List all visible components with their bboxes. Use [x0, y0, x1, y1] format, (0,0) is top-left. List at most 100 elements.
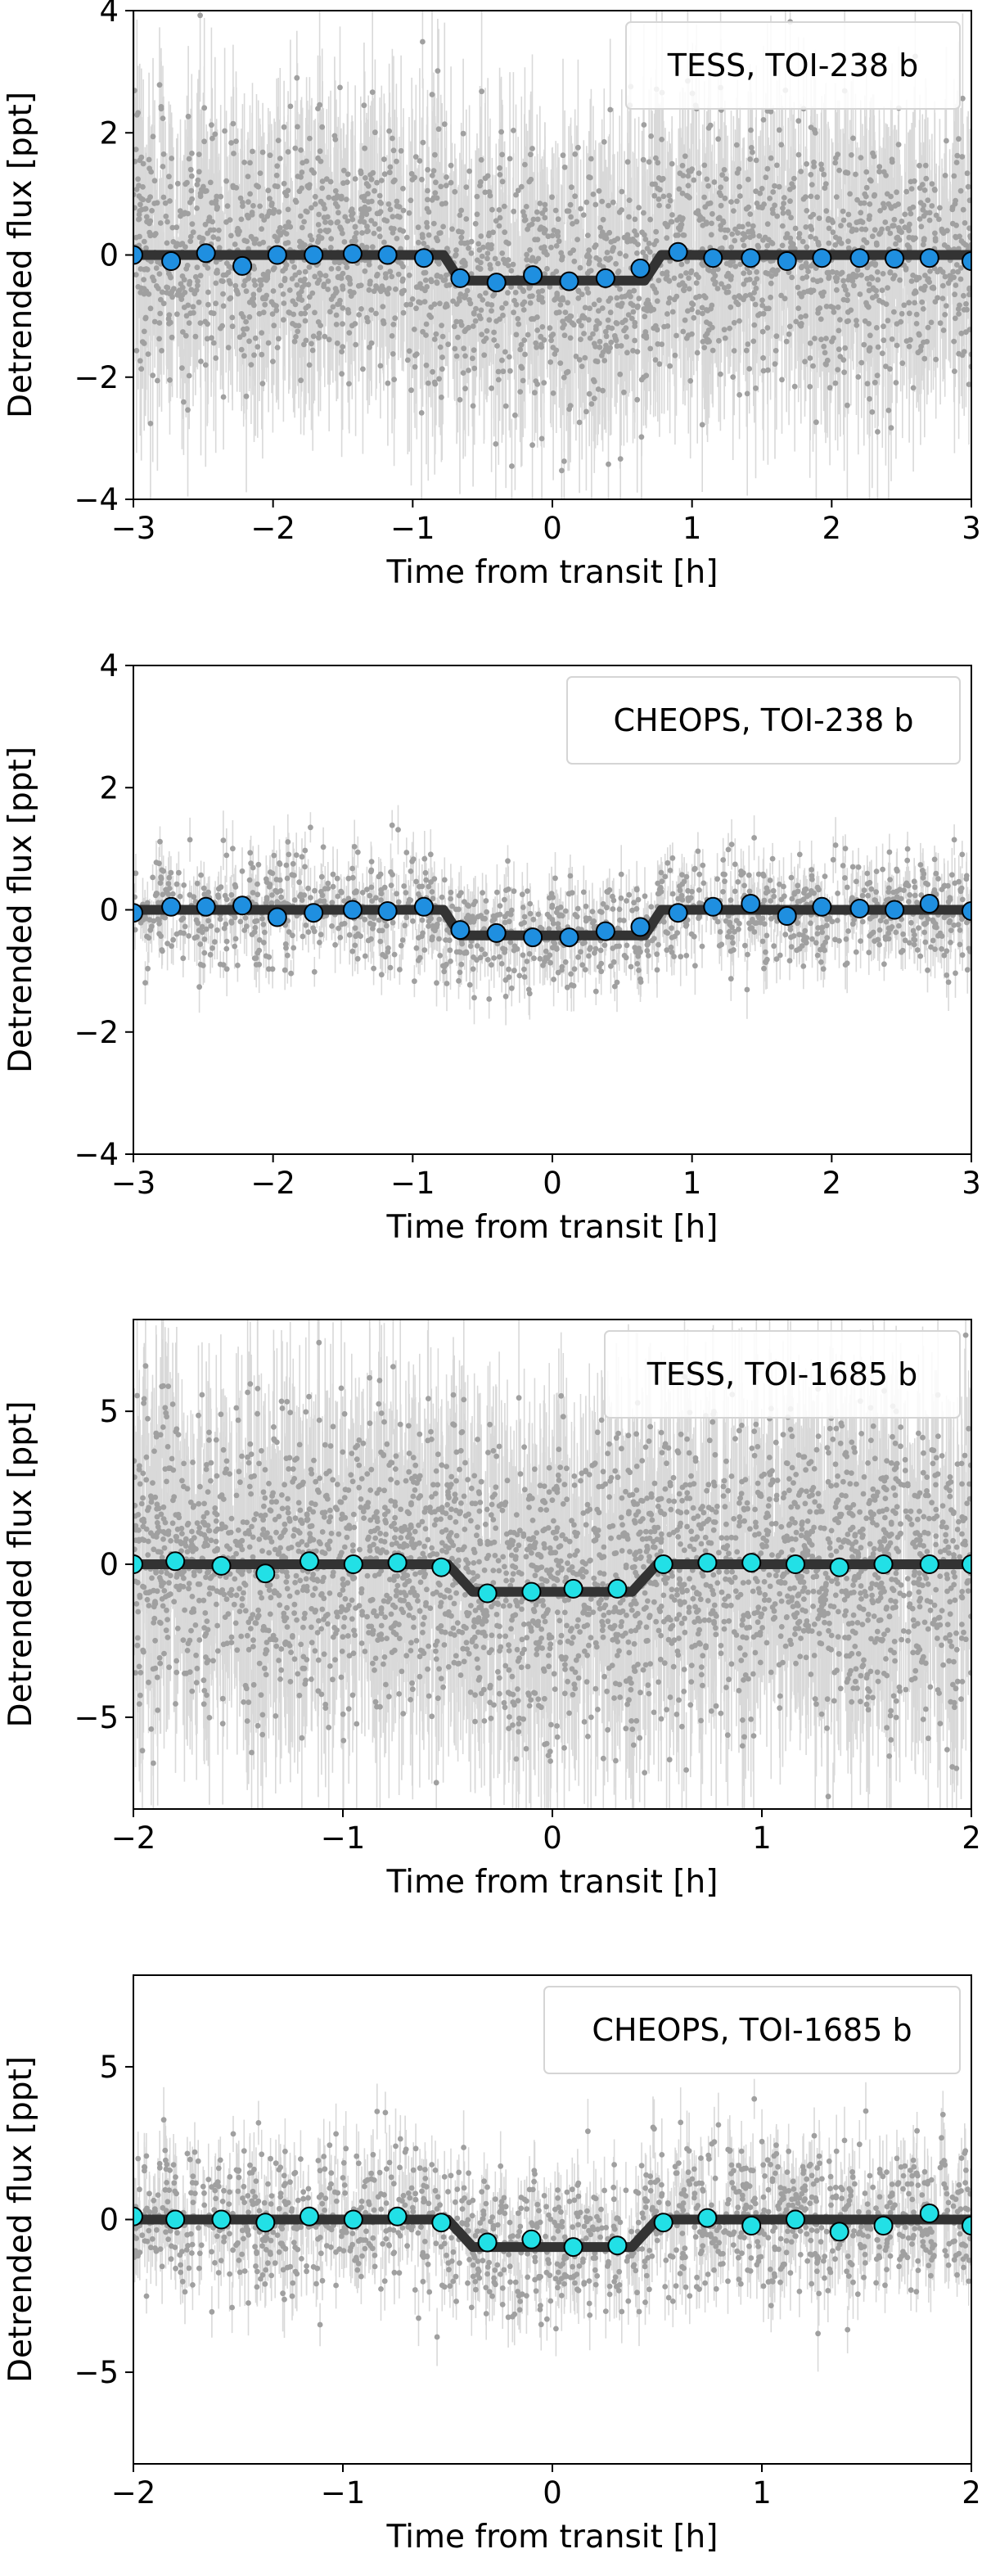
raw-point — [827, 385, 833, 391]
raw-point — [476, 246, 483, 253]
raw-point — [743, 347, 750, 354]
raw-point — [265, 340, 272, 346]
raw-point — [638, 434, 645, 440]
raw-point — [576, 419, 583, 426]
raw-point — [826, 240, 832, 246]
raw-point — [408, 301, 414, 308]
raw-point — [957, 265, 964, 271]
raw-point — [499, 151, 505, 158]
raw-point — [160, 151, 167, 157]
raw-point — [268, 201, 275, 206]
raw-point — [885, 285, 890, 291]
raw-point — [547, 359, 554, 365]
raw-point — [280, 291, 286, 297]
raw-point — [765, 270, 771, 277]
raw-point — [213, 300, 218, 307]
raw-point — [555, 216, 561, 223]
raw-point — [644, 246, 651, 252]
raw-point — [550, 332, 556, 337]
raw-point — [894, 321, 900, 327]
raw-point — [209, 335, 214, 341]
raw-point — [374, 210, 381, 217]
raw-point — [436, 376, 442, 382]
raw-point — [570, 322, 577, 328]
raw-point — [733, 142, 740, 148]
raw-point — [847, 191, 853, 197]
raw-point — [607, 309, 614, 316]
raw-point — [769, 268, 775, 273]
raw-point — [321, 282, 327, 287]
raw-point — [424, 219, 430, 226]
raw-point — [837, 271, 844, 277]
raw-point — [664, 311, 670, 317]
raw-point — [412, 154, 419, 160]
raw-point — [685, 308, 691, 314]
raw-point — [746, 269, 753, 276]
raw-point — [816, 241, 822, 248]
raw-point — [499, 250, 506, 256]
raw-point — [624, 238, 631, 245]
raw-point — [937, 205, 943, 211]
raw-point — [689, 331, 695, 337]
raw-point — [953, 160, 960, 165]
raw-point — [953, 222, 959, 228]
raw-point — [406, 210, 412, 216]
raw-point — [617, 286, 623, 292]
raw-point — [816, 215, 822, 221]
raw-point — [872, 192, 878, 198]
raw-point — [960, 206, 966, 213]
raw-point — [677, 227, 683, 233]
raw-point — [497, 214, 503, 221]
raw-point — [309, 341, 314, 347]
raw-point — [920, 206, 926, 213]
raw-point — [220, 291, 226, 297]
raw-point — [484, 327, 490, 334]
raw-point — [213, 280, 219, 286]
raw-point — [201, 138, 208, 145]
raw-point — [942, 312, 948, 318]
raw-point — [133, 272, 139, 277]
raw-point — [695, 309, 701, 315]
raw-point — [419, 285, 425, 291]
raw-point — [722, 195, 728, 201]
raw-point — [922, 283, 928, 290]
raw-point — [259, 226, 264, 232]
raw-point — [602, 328, 609, 335]
raw-point — [236, 334, 243, 341]
raw-point — [728, 244, 735, 250]
raw-point — [457, 397, 463, 403]
raw-point — [654, 298, 660, 305]
raw-point — [579, 363, 585, 369]
raw-point — [685, 183, 691, 189]
raw-point — [518, 341, 525, 348]
raw-point — [963, 300, 969, 307]
raw-point — [305, 184, 311, 190]
raw-point — [420, 139, 426, 146]
raw-point — [835, 367, 841, 372]
raw-point — [462, 262, 468, 268]
raw-point — [710, 276, 716, 282]
raw-point — [542, 201, 548, 208]
raw-point — [787, 198, 793, 205]
raw-point — [708, 232, 714, 238]
raw-point — [473, 305, 479, 312]
raw-point — [440, 223, 446, 230]
raw-point — [880, 271, 886, 277]
raw-point — [682, 317, 688, 323]
raw-point — [173, 224, 180, 231]
raw-point — [167, 377, 173, 383]
raw-point — [300, 160, 306, 166]
raw-point — [336, 259, 343, 266]
raw-point — [888, 425, 894, 431]
raw-point — [534, 381, 541, 387]
raw-point — [789, 181, 795, 187]
raw-point — [804, 244, 810, 250]
raw-point — [757, 311, 764, 317]
raw-point — [858, 272, 864, 278]
raw-point — [939, 295, 946, 301]
raw-point — [957, 187, 964, 194]
raw-point — [274, 163, 281, 169]
raw-point — [597, 257, 602, 263]
raw-point — [836, 327, 842, 334]
